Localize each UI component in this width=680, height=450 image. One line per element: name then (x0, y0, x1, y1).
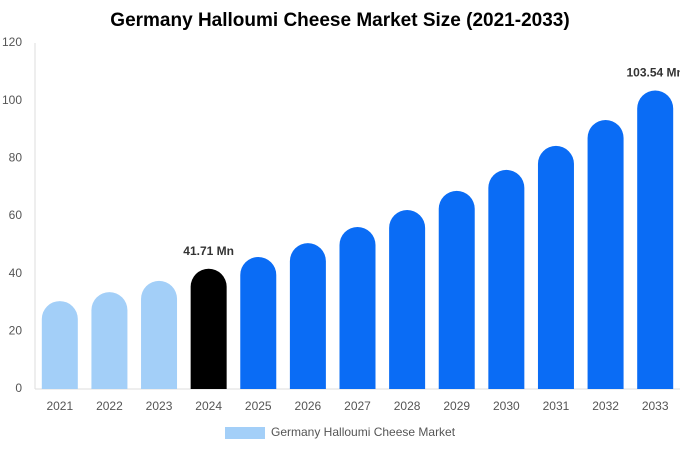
bar (438, 190, 475, 389)
bar (488, 169, 525, 389)
legend-label: Germany Halloumi Cheese Market (271, 425, 456, 439)
y-tick-label: 20 (9, 324, 23, 338)
x-tick-label: 2028 (394, 399, 421, 413)
y-tick-label: 40 (9, 266, 23, 280)
x-tick-label: 2029 (443, 399, 470, 413)
x-tick-label: 2032 (592, 399, 619, 413)
y-tick-label: 0 (15, 381, 22, 395)
x-tick-label: 2025 (245, 399, 272, 413)
y-tick-label: 60 (9, 208, 23, 222)
bar (240, 256, 277, 389)
y-tick-label: 100 (2, 93, 22, 107)
legend-swatch (225, 427, 265, 439)
y-tick-label: 120 (2, 35, 22, 49)
x-tick-label: 2023 (146, 399, 173, 413)
bar (41, 301, 78, 389)
chart-title: Germany Halloumi Cheese Market Size (202… (110, 10, 569, 31)
x-tick-label: 2033 (642, 399, 669, 413)
bar (389, 209, 426, 389)
y-tick-label: 80 (9, 151, 23, 165)
x-tick-label: 2026 (295, 399, 322, 413)
bar (537, 145, 574, 389)
x-tick-label: 2027 (344, 399, 371, 413)
x-tick-label: 2024 (195, 399, 222, 413)
bar (91, 292, 128, 389)
bar (637, 90, 674, 390)
value-label: 103.54 Mn (627, 66, 680, 80)
bar (587, 119, 624, 390)
bar (141, 280, 178, 389)
x-tick-label: 2022 (96, 399, 123, 413)
x-tick-label: 2021 (46, 399, 73, 413)
bar (190, 268, 227, 389)
value-label: 41.71 Mn (183, 244, 234, 258)
bar (339, 226, 376, 389)
x-tick-label: 2031 (543, 399, 570, 413)
bar (289, 243, 326, 389)
x-tick-label: 2030 (493, 399, 520, 413)
